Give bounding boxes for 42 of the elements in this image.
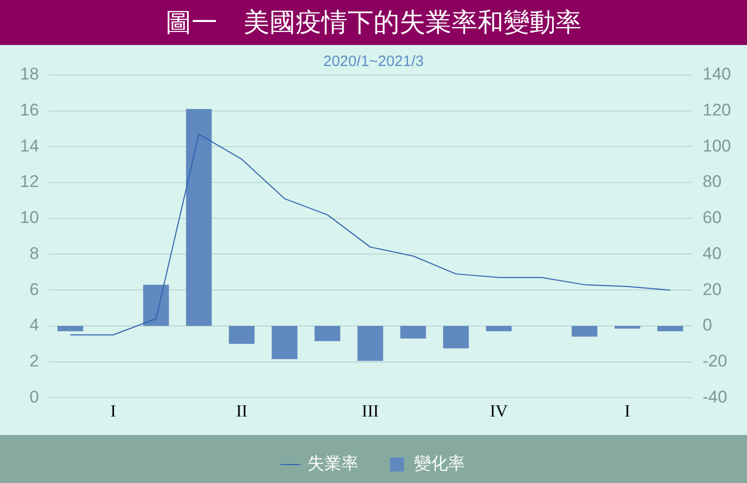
chart-subtitle: 2020/1~2021/3 [323,53,424,70]
x-tick-label: I [110,401,116,420]
bar [228,326,255,344]
x-tick-label: I [624,401,631,420]
bar [443,326,469,348]
y-tick-label: 8 [29,244,39,263]
legend-label: 變化率 [414,454,465,474]
y2-tick-label: -40 [702,387,728,406]
y-tick-label: 0 [29,387,39,406]
bar [186,109,212,326]
bar [357,326,384,361]
x-tick-label: III [362,401,380,420]
legend-label: 失業率 [308,454,358,474]
bar [400,326,426,338]
bar [657,326,684,332]
x-tick-label: II [236,401,248,420]
y-tick-label: 18 [20,64,39,84]
y2-tick-label: 20 [702,280,722,299]
y-tick-label: 10 [20,208,39,228]
bar [272,326,298,360]
y2-tick-label: 40 [702,244,722,263]
y-tick-label: 4 [29,316,39,335]
bar [614,326,640,329]
x-tick-label: IV [490,401,509,420]
y2-tick-label: 100 [702,136,732,156]
bar [572,326,598,337]
y-tick-label: 12 [20,172,39,192]
bar [143,284,169,326]
y2-tick-label: 120 [702,100,732,120]
chart-title: 圖一 美國疫情下的失業率和變動率 [0,0,747,45]
y2-tick-label: -20 [702,351,728,370]
y2-tick-label: 0 [702,316,712,335]
y2-tick-label: 60 [702,208,722,228]
bar [486,326,512,332]
bar [57,326,84,332]
y-tick-label: 2 [29,351,39,370]
y2-tick-label: 140 [702,64,732,84]
y-tick-label: 6 [29,280,39,299]
y-tick-label: 14 [20,136,39,156]
y-tick-label: 16 [20,100,39,120]
bar [314,326,340,342]
y2-tick-label: 80 [702,172,722,192]
